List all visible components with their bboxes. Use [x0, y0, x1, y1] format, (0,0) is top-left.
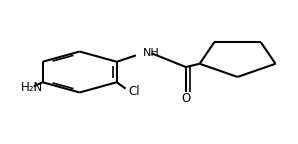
Text: H₂N: H₂N [20, 81, 43, 94]
Text: NH: NH [143, 48, 160, 58]
Text: Cl: Cl [128, 85, 140, 98]
Text: O: O [181, 92, 190, 105]
